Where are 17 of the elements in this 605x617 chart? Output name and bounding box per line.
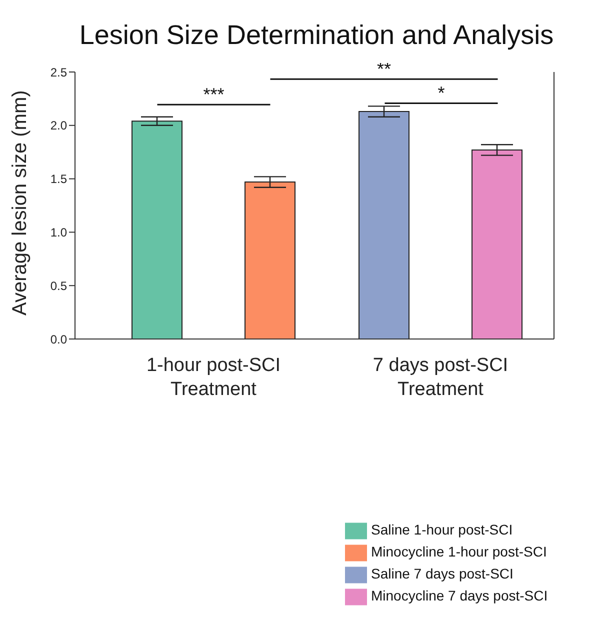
y-tick-label: 1.5 <box>50 172 68 186</box>
y-axis-title: Average lesion size (mm) <box>9 90 32 316</box>
chart-title: Lesion Size Determination and Analysis <box>79 20 554 50</box>
legend-label: Minocycline 1-hour post-SCI <box>371 544 547 560</box>
annotation: *** <box>203 84 224 105</box>
y-tick-label: 0.0 <box>50 332 68 346</box>
x-tick-label: 1-hour post-SCI Treatment <box>146 355 281 400</box>
x-tick-label: 7 days post-SCI Treatment <box>372 355 508 400</box>
annotation: ** <box>376 59 392 80</box>
legend-label: Minocycline 7 days post-SCI <box>371 588 548 604</box>
y-tick-label: 2.0 <box>50 118 68 133</box>
y-tick-label: 2.5 <box>50 65 68 80</box>
annotation: * <box>438 83 445 104</box>
y-tick-label: 0.5 <box>50 278 68 293</box>
y-tick-label: 1.0 <box>50 225 68 240</box>
legend-label: Saline 1-hour post-SCI <box>371 522 513 538</box>
legend-label: Saline 7 days post-SCI <box>371 566 514 582</box>
